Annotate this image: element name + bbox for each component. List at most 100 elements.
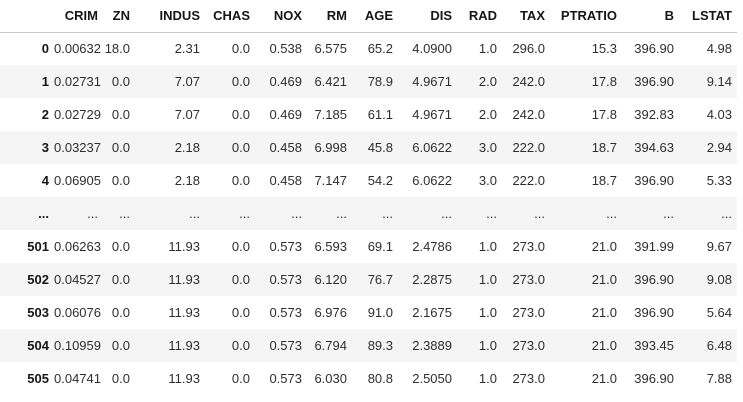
cell-ptratio: 21.0 (591, 305, 617, 320)
cell-nox: 0.573 (269, 371, 302, 386)
cell-indus: 2.18 (174, 140, 200, 155)
column-header-ptratio: PTRATIO (550, 0, 622, 33)
cell-ptratio: 15.3 (591, 41, 617, 57)
cell-dis: 2.1675 (412, 305, 452, 320)
cell-zn: ... (119, 206, 130, 221)
cell-indus: 11.93 (168, 272, 200, 287)
cell-crim: 0.06076 (54, 305, 101, 320)
cell-chas: 0.0 (231, 41, 250, 57)
cell-age: 89.3 (367, 338, 393, 353)
cell-ptratio: 21.0 (591, 239, 617, 254)
cell-dis: 2.3889 (412, 338, 452, 353)
cell-nox: 0.538 (269, 41, 302, 57)
row-index: 2 (41, 107, 49, 122)
cell-chas: 0.0 (231, 74, 250, 89)
cell-tax: 273.0 (512, 272, 545, 287)
column-header-nox: NOX (255, 0, 307, 33)
cell-tax: 296.0 (512, 41, 545, 57)
cell-b: 393.45 (634, 338, 674, 353)
column-header-zn: ZN (103, 0, 135, 33)
cell-ptratio: 18.7 (591, 173, 617, 188)
cell-crim: 0.02731 (54, 74, 101, 89)
cell-age: 65.2 (367, 41, 393, 57)
cell-nox: 0.458 (269, 140, 302, 155)
cell-tax: 273.0 (512, 305, 545, 320)
cell-ptratio: 21.0 (591, 371, 617, 386)
cell-dis: 4.9671 (412, 74, 452, 89)
cell-rad: 1.0 (478, 371, 497, 386)
row-index: 3 (41, 140, 49, 155)
cell-nox: 0.469 (269, 74, 302, 89)
cell-rm: 6.120 (314, 272, 347, 287)
cell-nox: 0.469 (269, 107, 302, 122)
cell-rm: 6.421 (314, 74, 347, 89)
table-row-4: 4 0.06905 0.0 2.18 0.0 0.458 7.147 54.2 6.0622 3.… (0, 164, 737, 197)
cell-age: 61.1 (367, 107, 393, 122)
cell-age: ... (382, 206, 393, 221)
table-row-2: 2 0.02729 0.0 7.07 0.0 0.469 7.185 61.1 4.9671 2.… (0, 98, 737, 131)
row-index: 0 (41, 41, 49, 57)
cell-b: 396.90 (634, 305, 674, 320)
cell-rad: 3.0 (478, 140, 497, 155)
cell-lstat: 9.08 (706, 272, 732, 287)
cell-age: 76.7 (367, 272, 393, 287)
cell-lstat: ... (721, 206, 732, 221)
cell-nox: 0.573 (269, 338, 302, 353)
cell-dis: 4.9671 (412, 107, 452, 122)
cell-lstat: 7.88 (706, 371, 732, 386)
row-index: 1 (41, 74, 49, 89)
cell-b: 394.63 (634, 140, 674, 155)
table-row-505: 505 0.04741 0.0 11.93 0.0 0.573 6.030 80.8 2.505… (0, 362, 737, 395)
row-index: ... (38, 206, 49, 221)
cell-tax: 273.0 (512, 371, 545, 386)
cell-lstat: 5.33 (706, 173, 732, 188)
column-header-age: AGE (352, 0, 398, 33)
cell-ptratio: 21.0 (591, 272, 617, 287)
row-index: 502 (27, 272, 49, 287)
table-row-501: 501 0.06263 0.0 11.93 0.0 0.573 6.593 69.1 2.478… (0, 230, 737, 263)
cell-crim: ... (87, 206, 98, 221)
cell-ptratio: ... (606, 206, 617, 221)
cell-b: 391.99 (634, 239, 674, 254)
cell-crim: 0.02729 (54, 107, 101, 122)
cell-chas: 0.0 (231, 305, 250, 320)
cell-tax: 222.0 (512, 140, 545, 155)
cell-nox: 0.573 (269, 272, 302, 287)
cell-indus: 2.18 (174, 173, 200, 188)
cell-zn: 0.0 (111, 371, 130, 386)
column-header-crim: CRIM (54, 0, 103, 33)
cell-ptratio: 18.7 (591, 140, 617, 155)
cell-age: 80.8 (367, 371, 393, 386)
cell-rm: 6.998 (314, 140, 347, 155)
cell-indus: 7.07 (174, 107, 200, 122)
cell-zn: 0.0 (111, 74, 130, 89)
cell-rm: 6.976 (314, 305, 347, 320)
cell-rm: 6.575 (314, 41, 347, 57)
cell-crim: 0.06905 (54, 173, 101, 188)
table-row-3: 3 0.03237 0.0 2.18 0.0 0.458 6.998 45.8 6.0622 3.… (0, 131, 737, 164)
cell-indus: ... (189, 206, 200, 221)
cell-b: 392.83 (634, 107, 674, 122)
cell-crim: 0.03237 (54, 140, 101, 155)
cell-tax: ... (534, 206, 545, 221)
cell-crim: 0.04527 (54, 272, 101, 287)
row-index: 504 (27, 338, 49, 353)
cell-lstat: 4.03 (706, 107, 732, 122)
cell-b: 396.90 (634, 272, 674, 287)
cell-ptratio: 21.0 (591, 338, 617, 353)
cell-b: 396.90 (634, 74, 674, 89)
cell-chas: 0.0 (231, 140, 250, 155)
cell-zn: 0.0 (111, 305, 130, 320)
cell-dis: 2.4786 (412, 239, 452, 254)
cell-b: 396.90 (634, 371, 674, 386)
cell-indus: 11.93 (168, 239, 200, 254)
cell-age: 45.8 (367, 140, 393, 155)
cell-dis: 2.2875 (412, 272, 452, 287)
cell-rad: 2.0 (478, 74, 497, 89)
cell-dis: ... (441, 206, 452, 221)
cell-tax: 273.0 (512, 239, 545, 254)
cell-b: ... (663, 206, 674, 221)
dataframe-table: CRIM ZN INDUS CHAS NOX RM AGE DIS RAD TAX PTRATIO B… (0, 0, 737, 395)
cell-crim: 0.10959 (54, 338, 101, 353)
